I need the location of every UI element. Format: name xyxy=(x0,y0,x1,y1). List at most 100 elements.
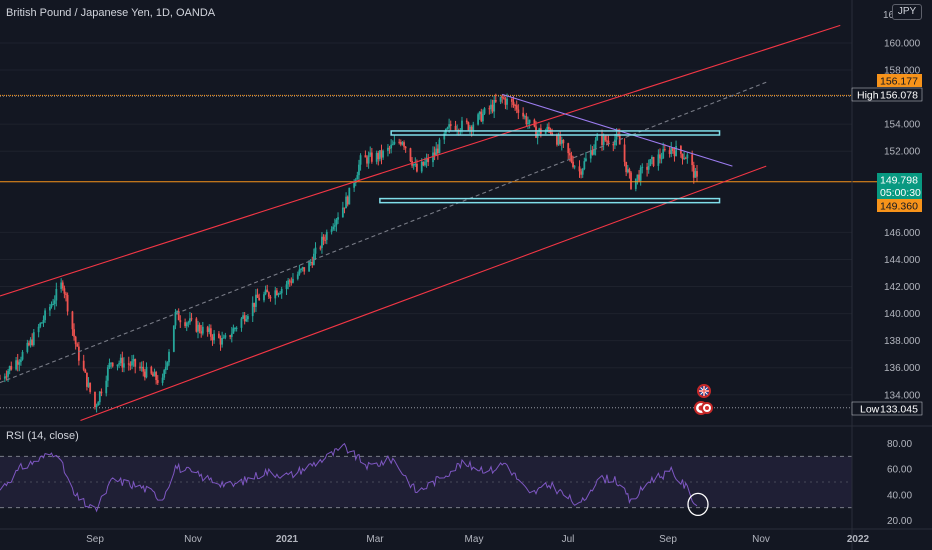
candle-body xyxy=(266,289,269,293)
candle-body xyxy=(514,105,517,107)
candle-body xyxy=(108,362,111,368)
candle-body xyxy=(197,324,199,332)
candle-body xyxy=(71,311,74,330)
candle-body xyxy=(63,288,66,294)
currency-button[interactable]: JPY xyxy=(892,4,922,20)
candle-body xyxy=(285,284,288,289)
candle-body xyxy=(585,158,587,162)
candle-body xyxy=(134,359,137,367)
uk-flag-event-icon[interactable] xyxy=(697,384,711,398)
candle-body xyxy=(184,322,187,327)
candle-body xyxy=(76,344,79,347)
candle-body xyxy=(472,124,475,131)
candle-body xyxy=(333,225,336,227)
candle-body xyxy=(156,380,159,383)
candle-body xyxy=(7,370,9,377)
candle-body xyxy=(213,333,215,341)
candle-body xyxy=(206,326,209,332)
candle-body xyxy=(152,373,154,377)
candle-body xyxy=(649,159,652,166)
candle-body xyxy=(73,329,75,337)
candle-body xyxy=(499,96,502,102)
candle-body xyxy=(517,109,520,113)
candle-body xyxy=(280,288,283,294)
candle-body xyxy=(412,164,415,166)
candle-body xyxy=(594,140,597,150)
rsi-axis[interactable]: 80.00 60.00 40.00 20.00 xyxy=(887,439,912,527)
resistance-zone[interactable] xyxy=(390,130,721,136)
candle-body xyxy=(391,144,394,146)
candle-body xyxy=(490,104,492,110)
candle-body xyxy=(366,157,368,164)
label-low: Low 133.045 xyxy=(851,401,923,416)
candle-body xyxy=(482,113,484,122)
time-tick-label: Sep xyxy=(659,534,677,545)
candle-body xyxy=(375,152,378,162)
candle-body xyxy=(623,144,626,162)
candle-body xyxy=(343,207,346,209)
candle-body xyxy=(573,166,576,168)
channel-upper-line[interactable] xyxy=(0,24,841,297)
candle-body xyxy=(398,141,401,143)
candle-body xyxy=(612,144,615,146)
candle-body xyxy=(74,336,77,345)
candle-body xyxy=(638,174,640,181)
candle-body xyxy=(427,158,430,163)
candle-body xyxy=(29,339,32,346)
candle-body xyxy=(583,161,586,169)
candle-body xyxy=(98,391,101,403)
candle-body xyxy=(345,196,347,209)
candle-body xyxy=(164,366,167,371)
candle-body xyxy=(425,158,428,162)
candle-body xyxy=(139,366,141,369)
candle-body xyxy=(176,310,178,313)
candle-body xyxy=(356,175,359,180)
candle-body xyxy=(683,158,686,160)
candle-body xyxy=(200,331,203,334)
candle-body xyxy=(604,136,607,141)
candle-body xyxy=(65,293,67,295)
japan-flag-event-icon[interactable] xyxy=(694,401,713,415)
candle-body xyxy=(675,146,677,157)
candle-body xyxy=(105,380,108,394)
candle-body xyxy=(494,99,497,102)
candle-body xyxy=(303,267,306,272)
candle-body xyxy=(66,294,69,312)
candle-body xyxy=(218,333,220,338)
candle-body xyxy=(602,136,605,145)
candle-body xyxy=(131,361,133,366)
candle-body xyxy=(251,302,254,317)
channel-lower-line[interactable] xyxy=(80,165,767,422)
symbol-title[interactable]: British Pound / Japanese Yen, 1D, OANDA xyxy=(6,7,216,19)
rsi-tick-label: 80.00 xyxy=(887,439,912,450)
candle-body xyxy=(26,342,29,352)
price-axis[interactable]: 160.000 158.000 154.000 152.000 146.000 144.0… xyxy=(884,39,921,402)
support-zone[interactable] xyxy=(379,197,721,204)
candle-body xyxy=(628,169,631,173)
candle-body xyxy=(290,281,293,283)
svg-text:156.177: 156.177 xyxy=(880,76,918,88)
candle-body xyxy=(673,150,676,157)
candle-body xyxy=(275,290,278,296)
candle-body xyxy=(422,161,425,166)
svg-text:133.045: 133.045 xyxy=(880,404,918,416)
rsi-indicator-title[interactable]: RSI (14, close) xyxy=(6,430,79,442)
svg-text:Low: Low xyxy=(860,404,880,416)
rsi-highlight-circle[interactable] xyxy=(687,492,709,517)
candle-body xyxy=(198,324,201,332)
candle-body xyxy=(515,105,518,110)
candle-body xyxy=(195,318,198,332)
candle-body xyxy=(40,322,43,324)
candle-body xyxy=(404,146,407,149)
svg-text:High: High xyxy=(857,90,879,102)
candle-body xyxy=(325,231,328,240)
candle-body xyxy=(209,328,212,337)
candle-body xyxy=(87,382,90,387)
candle-body xyxy=(401,142,404,145)
candle-body xyxy=(663,149,666,151)
candle-body xyxy=(16,360,19,365)
rsi-tick-label: 60.00 xyxy=(887,465,912,476)
time-axis[interactable]: Sep Nov 2021 Mar May Jul Sep Nov 2022 xyxy=(86,534,869,545)
candle-body xyxy=(242,315,244,319)
